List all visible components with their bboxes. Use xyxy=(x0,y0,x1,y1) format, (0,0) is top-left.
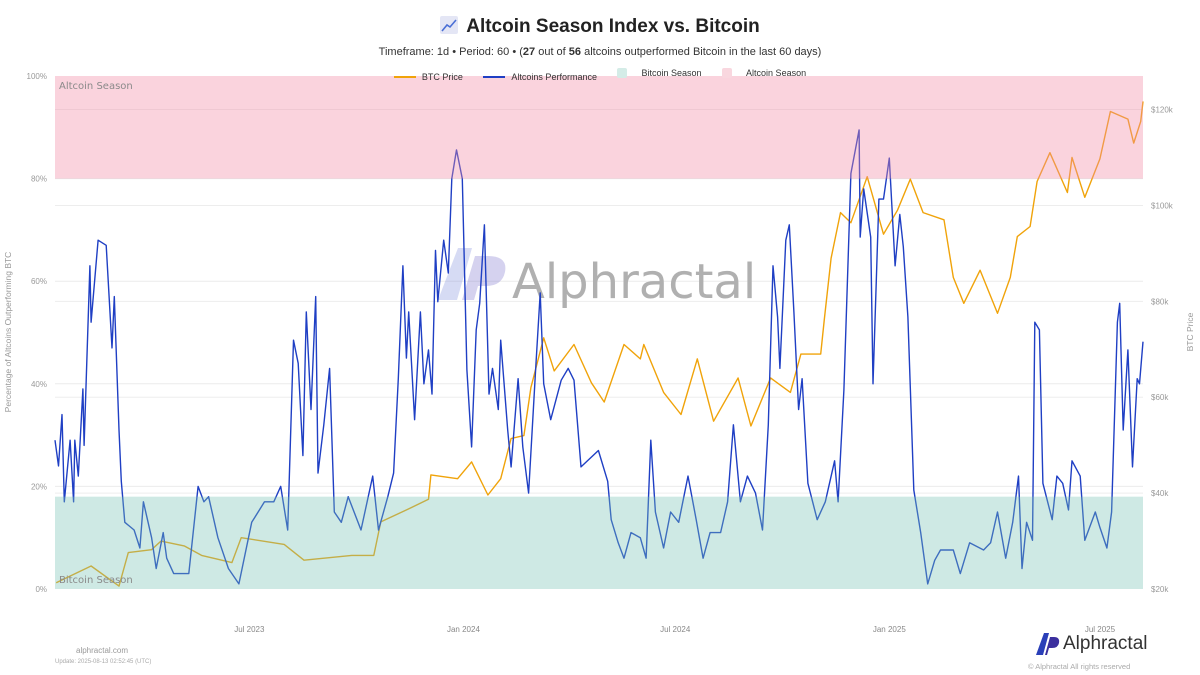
brand-name: Alphractal xyxy=(1063,633,1148,654)
y-tick-label: 80% xyxy=(31,175,47,184)
total-count: 56 xyxy=(568,46,582,58)
title-text: Altcoin Season Index vs. Bitcoin xyxy=(466,16,760,37)
legend-item-btc-price[interactable]: BTC Price xyxy=(393,72,463,82)
y2-tick-label: $20k xyxy=(1151,585,1169,594)
y-tick-label: 20% xyxy=(31,482,47,491)
altcoin-season-band-label: Altcoin Season xyxy=(59,81,133,92)
altcoin-season-band xyxy=(55,76,1143,179)
y-tick-label: 100% xyxy=(27,72,47,81)
site-link[interactable]: alphractal.com xyxy=(76,646,129,655)
y-tick-label: 40% xyxy=(31,380,47,389)
x-tick-label: Jul 2025 xyxy=(1085,625,1116,634)
btc-price-line xyxy=(55,101,1144,587)
legend-swatch xyxy=(617,68,628,78)
y2-axis-title: BTC Price xyxy=(1185,312,1195,351)
subtitle-suffix: altcoins outperformed Bitcoin in the las… xyxy=(581,46,822,58)
legend-item-altcoins-performance[interactable]: Altcoins Performance xyxy=(483,72,597,82)
altcoins-performance-line xyxy=(54,129,1144,585)
y-tick-label: 60% xyxy=(31,277,47,286)
update-timestamp: Update: 2025-08-13 02:52:45 (UTC) xyxy=(55,659,152,665)
x-tick-label: Jul 2024 xyxy=(660,625,691,634)
x-tick-label: Jul 2023 xyxy=(234,625,265,634)
legend-item-bitcoin-season[interactable]: Bitcoin Season xyxy=(617,68,702,78)
y2-tick-label: $60k xyxy=(1151,393,1169,402)
chart-subtitle: Timeframe: 1d • Period: 60 • (27 out of … xyxy=(0,46,1200,58)
watermark-text: Alphractal xyxy=(512,254,756,310)
legend-swatch xyxy=(483,76,506,78)
watermark-logo-icon xyxy=(438,248,472,300)
y-tick-label: 0% xyxy=(35,585,47,594)
legend-label: Bitcoin Season xyxy=(641,68,702,78)
legend-item-altcoin-season[interactable]: Altcoin Season xyxy=(722,68,806,78)
copyright: © Alphractal All rights reserved xyxy=(1028,662,1131,671)
legend-label: Altcoin Season xyxy=(746,68,807,78)
alphractal-logo-icon xyxy=(1036,633,1060,655)
subtitle-prefix: Timeframe: 1d • Period: 60 • ( xyxy=(378,46,523,58)
legend-swatch xyxy=(722,68,733,78)
chart-increasing-icon xyxy=(440,16,459,34)
legend: BTC Price Altcoins Performance Bitcoin S… xyxy=(0,68,1200,82)
legend-label: Altcoins Performance xyxy=(511,72,597,82)
watermark-logo-icon xyxy=(462,256,506,300)
bitcoin-season-band-label: Bitcoin Season xyxy=(59,575,133,586)
x-tick-label: Jan 2024 xyxy=(447,625,480,634)
y2-tick-label: $120k xyxy=(1151,106,1174,115)
y2-tick-label: $40k xyxy=(1151,489,1169,498)
chart-title: Altcoin Season Index vs. Bitcoin xyxy=(0,16,1200,38)
subtitle-mid: out of xyxy=(535,46,569,58)
watermark xyxy=(438,248,506,300)
y2-tick-label: $100k xyxy=(1151,201,1174,210)
legend-label: BTC Price xyxy=(421,72,463,82)
y-axis-title: Percentage of Altcoins Outperforming BTC xyxy=(3,252,13,413)
brand-logo: Alphractal xyxy=(1035,632,1148,656)
y2-tick-label: $80k xyxy=(1151,297,1169,306)
bitcoin-season-band xyxy=(55,496,1143,589)
x-tick-label: Jan 2025 xyxy=(873,625,906,634)
outperformed-count: 27 xyxy=(522,46,536,58)
legend-swatch xyxy=(393,76,416,78)
